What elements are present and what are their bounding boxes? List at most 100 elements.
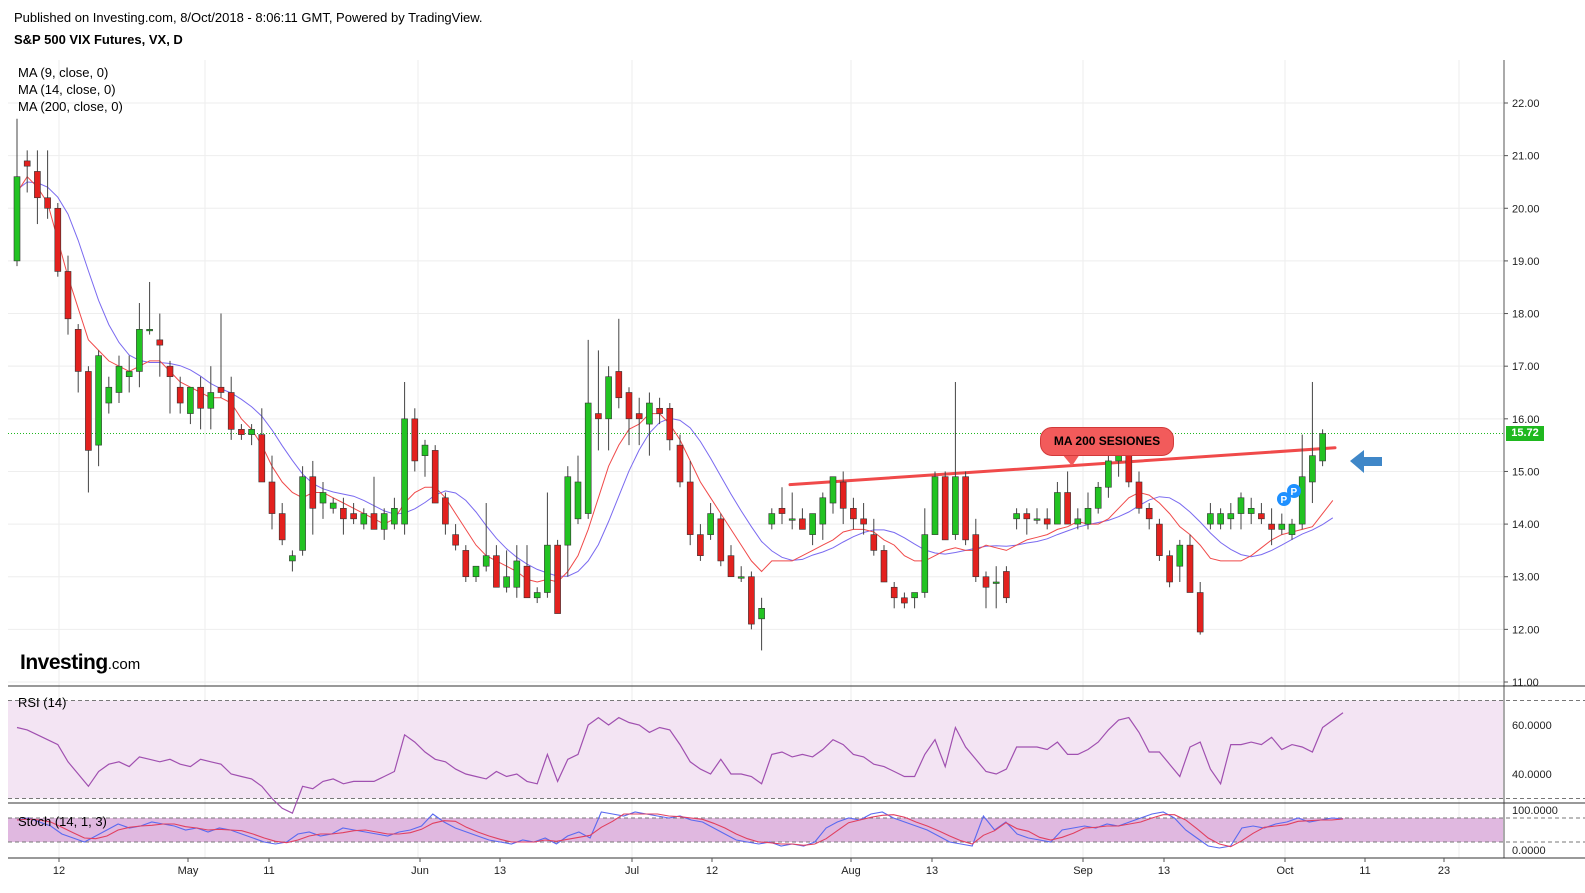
candle-down [972,534,980,578]
candle-down [1258,513,1265,520]
candle-up [829,476,837,504]
candle-down [839,481,847,509]
rsi-label[interactable]: RSI (14) [18,695,67,710]
x-tick-label: 13 [494,865,506,877]
candle-up [533,592,541,599]
price-tick-label: 22.00 [1512,98,1540,110]
p-marker-letter: P [1291,487,1298,498]
candle-up [380,513,388,530]
candle-down [880,550,888,583]
candle-down [74,329,82,372]
candle-down [941,476,949,541]
candle-down [217,386,225,393]
logo-main: Investing [20,651,108,674]
symbol-title[interactable]: S&P 500 VIX Futures, VX, D [14,32,183,47]
candle-down [1003,571,1010,599]
stoch-d-line [16,813,1344,848]
published-credit: Published on Investing.com, 8/Oct/2018 -… [14,10,483,25]
ma200-annotation[interactable]: MA 200 SESIONES [1040,427,1174,456]
price-tick-label: 11.00 [1512,677,1539,689]
candle-up [1033,518,1041,521]
candle-down [860,518,867,525]
candle-up [931,476,939,535]
candle-down [799,518,806,530]
candle-up [646,402,653,425]
candle-down [850,507,857,520]
price-tick-label: 12.00 [1512,624,1540,636]
rsi-tick-label: 40.0000 [1512,769,1552,781]
candle-up [1094,486,1102,509]
candle-down [340,507,347,520]
candle-up [911,592,918,599]
candle-down [1023,513,1031,520]
candle-up [1176,544,1184,567]
candle-down [982,576,990,588]
candle-down [666,407,674,441]
x-tick-label: Jun [411,865,429,877]
ma200-legend[interactable]: MA (200, close, 0) [18,99,123,114]
candle-up [421,444,429,456]
candle-down [901,597,908,604]
candle-down [625,392,633,420]
candle-down [431,450,439,504]
candle-up [758,608,765,620]
candle-down [1145,507,1153,520]
x-tick-label: 13 [1158,865,1170,877]
candle-down [1196,592,1204,633]
candle-up [819,497,827,525]
candle-down [656,407,663,414]
price-tick-label: 20.00 [1512,203,1540,215]
candle-up [584,402,592,514]
candle-up [1084,507,1092,525]
ma9-line [16,175,1334,583]
candle-down [962,476,969,541]
price-tick-label: 16.00 [1512,414,1540,426]
candle-down [278,513,286,541]
candle-down [23,160,31,167]
candle-up [513,560,521,588]
candle-up [289,555,296,562]
candle-down [676,444,684,483]
candle-up [809,513,816,535]
ma9-legend[interactable]: MA (9, close, 0) [18,65,109,80]
candle-down [1135,481,1143,509]
candle-up [1074,518,1082,525]
price-tick-label: 13.00 [1512,572,1540,584]
annotation-pointer [1062,454,1080,466]
stoch-tick-label: 100.0000 [1512,805,1558,817]
candle-up [605,376,612,420]
candle-down [1186,544,1194,593]
candle-up [1207,513,1214,525]
candle-down [197,386,204,409]
candle-down [554,544,561,614]
candle-up [146,329,153,332]
price-tick-label: 21.00 [1512,151,1540,163]
candle-up [707,513,714,535]
p-marker-icon [1287,484,1301,498]
p-marker-icon [1277,492,1291,506]
stoch-label[interactable]: Stoch (14, 1, 3) [18,814,107,829]
candle-up [1298,476,1306,525]
candle-up [1288,523,1296,535]
candle-down [493,555,500,588]
candle-up [401,418,408,525]
rsi-line [16,712,1344,815]
logo-suffix: .com [107,656,141,673]
candle-up [574,481,582,520]
investing-logo: Investing.com [20,651,140,675]
ma14-line [16,181,1334,577]
price-tick-label: 19.00 [1512,256,1540,268]
candle-down [523,565,531,599]
ma14-legend[interactable]: MA (14, close, 0) [18,82,116,97]
candle-down [411,418,419,462]
candle-up [1278,523,1286,530]
candle-up [768,513,776,525]
candle-up [125,371,133,378]
candle-up [391,507,398,525]
candle-up [1217,513,1224,525]
candle-down [595,413,602,420]
candle-up [360,513,368,525]
candle-down [635,413,643,420]
candle-down [238,429,245,435]
